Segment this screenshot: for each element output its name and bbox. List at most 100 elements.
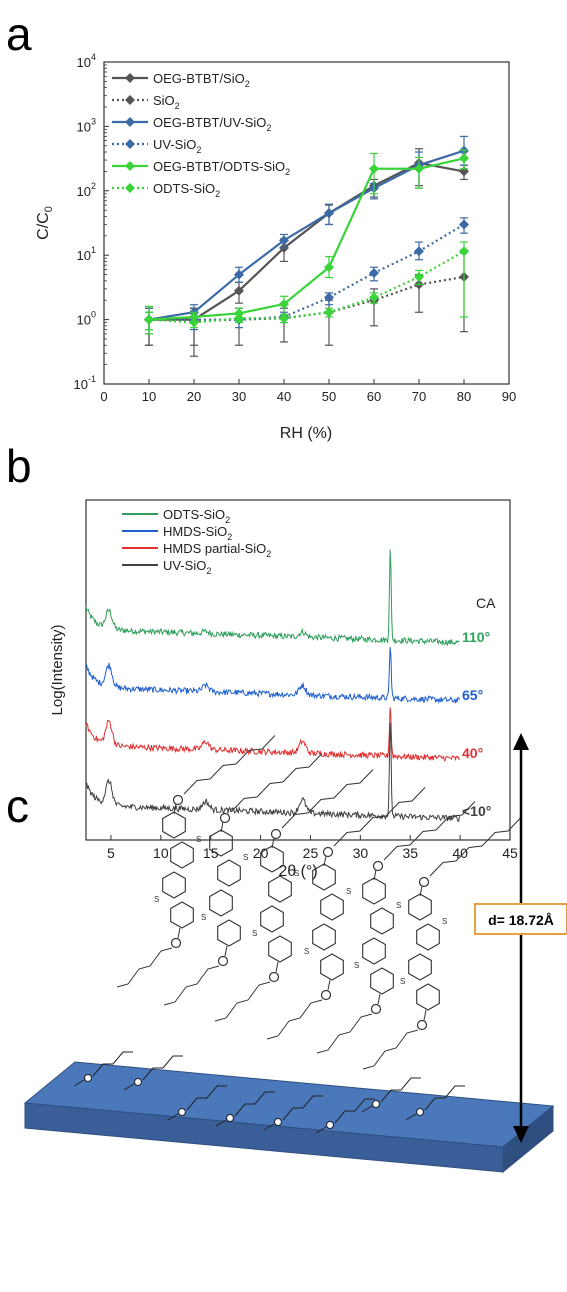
bond — [405, 1113, 417, 1121]
x-tick-label: 20 — [187, 389, 201, 404]
y-tick-exp: 0 — [91, 310, 96, 320]
data-point — [414, 271, 424, 282]
chart-b-frame — [85, 499, 511, 841]
legend-marker — [125, 139, 135, 149]
chart-b-xlabel: 2θ (°) — [278, 863, 317, 880]
y-tick-base: 10 — [74, 377, 88, 392]
substrate-chain — [424, 1085, 465, 1111]
legend-label: HMDS-SiO2 — [163, 524, 232, 542]
bond — [215, 1119, 227, 1127]
panel-label-a: a — [6, 8, 32, 60]
oxygen-atom — [320, 989, 332, 1001]
x-tick-label: 35 — [402, 845, 418, 861]
bond — [275, 961, 279, 973]
legend-marker — [125, 95, 135, 105]
panel-label-c: c — [6, 780, 29, 832]
oxygen-atom — [416, 1019, 428, 1031]
legend-label: OEG-BTBT/SiO2 — [153, 71, 250, 89]
series-line — [148, 149, 465, 321]
x-tick-label: 60 — [367, 389, 381, 404]
oeg-chain-bottom — [214, 981, 271, 1022]
aromatic-ring — [362, 877, 386, 905]
oeg-btbt-molecule: SS — [266, 787, 426, 1040]
oxygen-atom — [415, 1107, 425, 1117]
substrate-slab — [23, 1061, 555, 1174]
data-point — [324, 262, 334, 273]
aromatic-ring — [312, 863, 336, 891]
data-point — [189, 317, 199, 328]
aromatic-ring — [217, 919, 241, 947]
legend-label-sub: 2 — [285, 167, 290, 177]
chart-a-ylabel-sub: 0 — [43, 206, 55, 212]
bond — [73, 1079, 85, 1087]
legend-label-sub: 2 — [206, 566, 211, 576]
ca-label: 40° — [462, 745, 483, 761]
y-tick-base: 10 — [77, 248, 91, 263]
legend-marker — [125, 117, 135, 127]
legend-label-main: HMDS-SiO — [163, 524, 227, 539]
chart-a-frame — [103, 61, 510, 385]
panel-label-b: b — [6, 440, 32, 492]
oeg-chain-top — [333, 787, 426, 847]
aromatic-ring — [217, 859, 241, 887]
aromatic-ring — [320, 893, 344, 921]
oxygen-atom — [270, 828, 282, 840]
legend-marker — [125, 183, 135, 193]
ca-label: 110° — [462, 629, 490, 645]
y-tick-base: 10 — [77, 313, 91, 328]
legend-label: OEG-BTBT/UV-SiO2 — [153, 115, 271, 133]
legend-label-sub: 2 — [227, 532, 232, 542]
oeg-chain-bottom — [163, 965, 220, 1006]
legend-label-sub: 2 — [266, 123, 271, 133]
x-tick-label: 40 — [452, 845, 468, 861]
legend-label-main: ODTS-SiO — [153, 181, 215, 196]
aromatic-ring — [416, 923, 440, 951]
chart-b-ticks: 5 10 15 20 25 30 35 40 45 — [107, 835, 518, 861]
legend-label: UV-SiO2 — [153, 137, 201, 155]
legend-label-main: OEG-BTBT/SiO — [153, 71, 245, 86]
sulfur-atom: S — [154, 895, 159, 904]
data-point — [279, 298, 289, 309]
data-point — [414, 246, 424, 257]
oeg-chain-top — [230, 753, 323, 813]
data-point — [234, 269, 244, 280]
aromatic-ring — [408, 953, 432, 981]
oeg-btbt-molecule: SS — [362, 817, 522, 1070]
x-tick-label: 45 — [502, 845, 518, 861]
oeg-chain-bottom — [266, 999, 323, 1040]
data-point — [234, 285, 244, 296]
x-tick-label: 90 — [502, 389, 516, 404]
sulfur-atom: S — [201, 913, 206, 922]
legend-label-main: UV-SiO — [163, 558, 206, 573]
bond — [177, 927, 181, 939]
oeg-btbt-molecule: SS — [316, 801, 476, 1054]
sulfur-atom: S — [400, 977, 405, 986]
bond — [377, 993, 381, 1005]
legend-label: OEG-BTBT/ODTS-SiO2 — [153, 159, 290, 177]
series-line — [148, 157, 465, 321]
substrate-chain — [92, 1051, 133, 1077]
data-point — [459, 153, 469, 164]
xrd-series-3: <10° — [85, 722, 491, 822]
y-tick-base: 10 — [77, 119, 91, 134]
bond — [224, 945, 228, 957]
sulfur-atom: S — [396, 901, 401, 910]
substrate-chain — [142, 1055, 183, 1081]
y-tick-label: 100 — [77, 310, 96, 328]
oeg-btbt-molecule: SS — [116, 735, 276, 988]
oxygen-atom — [225, 1113, 235, 1123]
oxygen-atom — [273, 1117, 283, 1127]
chart-b: 5 10 15 20 25 30 35 40 45 110°65°40°<10° ODTS-Si… — [49, 499, 518, 880]
oxygen-atom — [219, 812, 231, 824]
xrd-trace — [85, 647, 460, 705]
oxygen-atom — [177, 1107, 187, 1117]
y-tick-exp: 3 — [91, 116, 96, 126]
legend-label: UV-SiO2 — [163, 558, 211, 576]
aromatic-ring — [260, 905, 284, 933]
legend-label-sub: 2 — [266, 549, 271, 559]
